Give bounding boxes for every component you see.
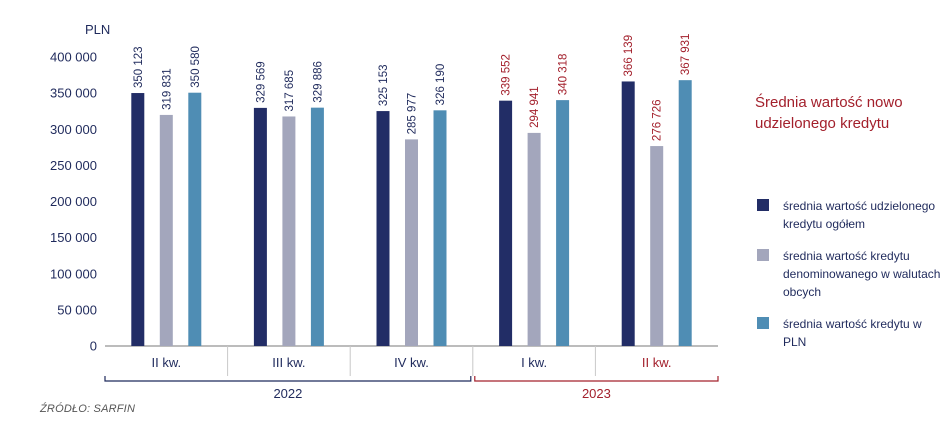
x-tick-label: III kw. (272, 355, 305, 370)
data-label: 329 886 (312, 61, 324, 103)
y-tick-label: 200 000 (50, 194, 97, 209)
bar (527, 132, 541, 346)
data-label: 329 569 (255, 61, 267, 103)
data-label: 350 580 (190, 46, 202, 88)
legend-item-total: średnia wartość udzielonego kredytu ogół… (757, 197, 942, 233)
bar (678, 80, 692, 346)
data-label: 294 941 (529, 86, 541, 128)
y-tick-label: 50 000 (57, 302, 97, 317)
x-tick-label: II kw. (151, 355, 181, 370)
legend-item-foreign: średnia wartość kredytu denominowanego w… (757, 247, 942, 301)
bar (188, 92, 202, 346)
data-label: 326 190 (435, 64, 447, 106)
legend-swatch-total (757, 199, 769, 211)
bar (376, 111, 390, 346)
legend-label-pln: średnia wartość kredytu w PLN (783, 317, 922, 349)
year-label: 2022 (273, 386, 302, 401)
y-tick-label: 100 000 (50, 266, 97, 281)
bar (131, 93, 145, 346)
data-label: 319 831 (161, 68, 173, 110)
bar (433, 110, 447, 346)
bar (621, 81, 635, 346)
legend-label-total: średnia wartość udzielonego kredytu ogół… (783, 199, 936, 231)
bar (282, 116, 296, 346)
year-bracket (474, 376, 719, 382)
year-bracket (104, 376, 472, 382)
data-label: 339 552 (501, 54, 513, 96)
legend-item-pln: średnia wartość kredytu w PLN (757, 315, 942, 351)
legend-label-foreign: średnia wartość kredytu denominowanego w… (783, 249, 941, 299)
y-tick-label: 350 000 (50, 86, 97, 101)
x-tick-label: IV kw. (394, 355, 429, 370)
data-label: 366 139 (623, 35, 635, 77)
chart-title: Średnia wartość nowo udzielonego kredytu (755, 94, 903, 132)
bar (310, 107, 324, 346)
x-tick-label: I kw. (521, 355, 547, 370)
bar (405, 139, 418, 346)
y-tick-label: 150 000 (50, 230, 97, 245)
y-tick-label: 300 000 (50, 122, 97, 137)
y-axis-unit-label: PLN (85, 22, 110, 37)
bar (159, 114, 173, 346)
data-label: 367 931 (680, 34, 692, 76)
data-label: 350 123 (133, 46, 145, 88)
bar (556, 100, 570, 347)
data-label: 285 977 (407, 93, 419, 135)
data-label: 276 726 (652, 99, 664, 141)
legend: średnia wartość udzielonego kredytu ogół… (757, 197, 942, 365)
data-label: 317 685 (284, 70, 296, 112)
bar (650, 146, 664, 346)
y-tick-label: 250 000 (50, 158, 97, 173)
data-label: 340 318 (558, 54, 570, 96)
legend-swatch-foreign (757, 249, 769, 261)
y-tick-label: 400 000 (50, 50, 97, 65)
source-note: ŹRÓDŁO: SARFIN (40, 403, 136, 415)
data-label: 325 153 (378, 64, 390, 106)
y-tick-label: 0 (90, 339, 97, 354)
x-tick-label: II kw. (642, 355, 672, 370)
legend-swatch-pln (757, 317, 769, 329)
bar (499, 100, 513, 347)
year-label: 2023 (582, 386, 611, 401)
bar (253, 107, 267, 346)
